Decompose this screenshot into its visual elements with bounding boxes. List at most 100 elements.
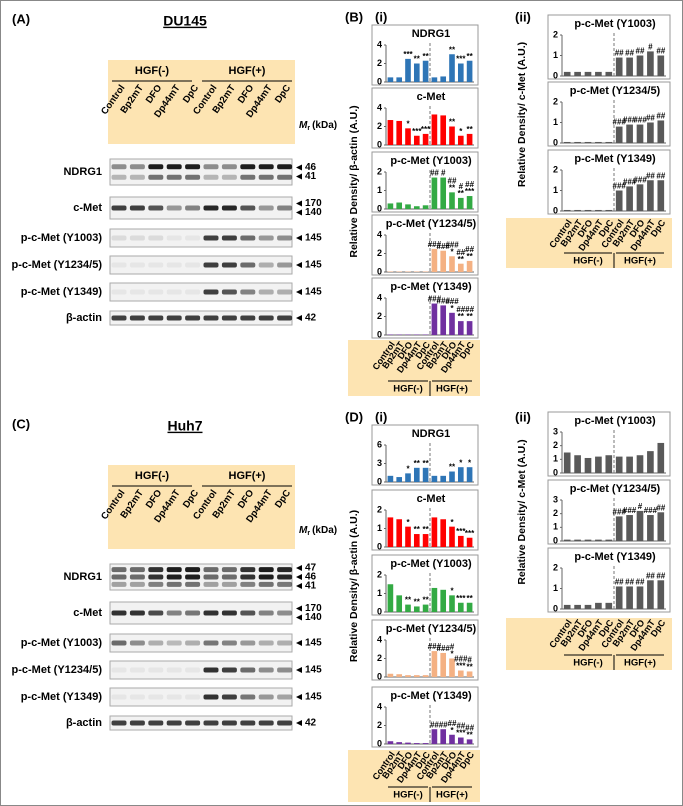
bar — [422, 675, 429, 677]
y-tick-label: 2 — [377, 311, 382, 321]
group-label: HGF(-) — [393, 790, 423, 801]
significance: * — [450, 304, 454, 313]
band — [185, 235, 201, 241]
chart-frame — [371, 619, 479, 681]
bar — [626, 586, 633, 609]
bar — [466, 196, 473, 209]
band — [240, 174, 256, 180]
band — [129, 640, 145, 646]
significance: *** — [465, 529, 475, 538]
marker-arrow — [296, 640, 302, 646]
bar — [563, 141, 571, 143]
band — [111, 205, 127, 211]
band — [240, 581, 256, 587]
significance: ## — [430, 169, 439, 178]
blot — [109, 228, 293, 248]
significance: ### — [437, 242, 451, 251]
row-label: p-c-Met (Y1234/5) — [12, 664, 103, 676]
marker-label: 170 — [305, 603, 322, 614]
bar — [636, 510, 644, 541]
group-label: HGF(+) — [436, 384, 468, 395]
bar — [431, 77, 438, 82]
y-tick-label: 1 — [553, 117, 558, 127]
significance: * — [468, 458, 472, 467]
marker-arrow — [296, 694, 302, 700]
bar — [396, 120, 403, 145]
significance: ## — [456, 305, 465, 314]
bar — [449, 595, 455, 612]
significance: ## — [625, 49, 634, 58]
band — [111, 567, 127, 573]
band — [185, 694, 201, 700]
bar — [422, 133, 429, 145]
significance: * — [450, 726, 454, 735]
bar — [413, 534, 420, 547]
row-label: p-c-Met (Y1234/5) — [12, 259, 103, 271]
marker-label: 42 — [305, 313, 317, 324]
chart-title: c-Met — [417, 91, 446, 103]
row-label: p-c-Met (Y1349) — [21, 691, 103, 703]
significance: ## — [465, 305, 474, 314]
significance: ## — [625, 578, 634, 587]
bar — [626, 57, 633, 76]
band — [203, 174, 219, 180]
band — [277, 581, 293, 587]
band — [203, 640, 219, 646]
band — [277, 235, 293, 241]
band — [221, 205, 237, 211]
marker-label: 42 — [305, 718, 317, 729]
band — [129, 720, 145, 726]
y-tick-label: 0 — [377, 606, 382, 616]
bar — [457, 263, 464, 272]
band — [258, 640, 274, 646]
chart-title: p-c-Met (Y1349) — [390, 281, 472, 293]
bar — [396, 202, 403, 209]
row-label: c-Met — [73, 607, 102, 619]
bar — [431, 729, 438, 744]
bar — [413, 606, 420, 612]
significance: ** — [422, 525, 429, 534]
band — [185, 262, 201, 268]
category-box — [506, 618, 672, 670]
band — [258, 174, 274, 180]
significance: ## — [656, 112, 665, 121]
band — [166, 164, 182, 170]
bar — [431, 475, 438, 482]
panel-sublabel: (i) — [375, 409, 387, 424]
bar — [636, 184, 644, 211]
significance: ## — [456, 722, 465, 731]
band — [277, 567, 293, 573]
band — [277, 667, 293, 673]
bar — [405, 473, 411, 482]
band — [277, 205, 293, 211]
bar — [657, 442, 665, 473]
band — [185, 574, 201, 580]
band — [258, 720, 274, 726]
mr-part: r — [307, 530, 310, 537]
chart-title: p-c-Met (Y1003) — [390, 558, 472, 570]
bar — [396, 742, 403, 744]
bar — [615, 190, 623, 211]
bar — [449, 734, 455, 744]
bar — [647, 51, 654, 76]
significance: ** — [414, 55, 421, 64]
significance: # — [459, 182, 464, 191]
band — [277, 164, 293, 170]
band — [166, 289, 182, 295]
marker-arrow — [296, 235, 302, 241]
band — [221, 235, 237, 241]
bar — [449, 54, 455, 82]
bar — [574, 604, 581, 609]
band — [240, 289, 256, 295]
bar — [387, 741, 394, 744]
significance: ## — [646, 171, 655, 180]
band — [277, 610, 293, 616]
band — [221, 289, 237, 295]
significance: ### — [623, 506, 637, 515]
bar — [449, 312, 455, 335]
bar — [387, 517, 394, 547]
marker-arrow — [296, 164, 302, 171]
blot — [109, 660, 293, 680]
band — [129, 164, 145, 170]
marker-arrow — [296, 565, 302, 571]
